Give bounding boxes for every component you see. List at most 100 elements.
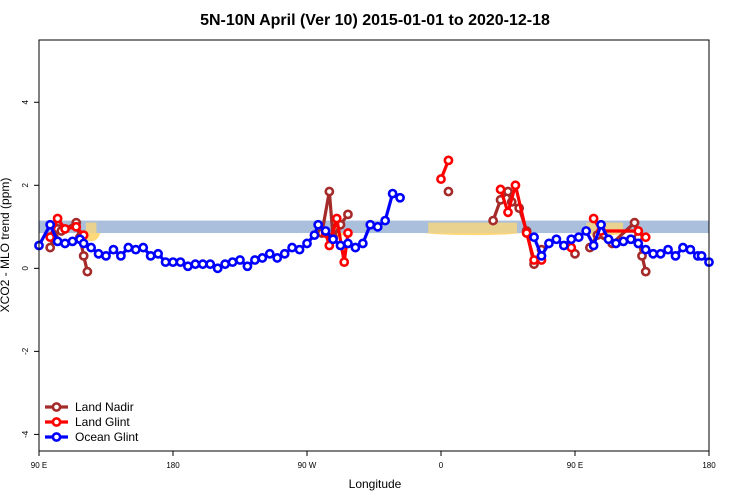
data-point [551,234,562,245]
data-point [640,244,651,255]
data-point [443,186,454,197]
x-tick-label: 180 [702,461,716,470]
data-point [205,259,216,270]
data-point [633,226,644,236]
series-ocean-glint [34,188,714,274]
data-point [588,213,599,224]
data-point [566,234,577,245]
data-point [45,219,56,230]
x-tick-label: 180 [166,461,180,470]
data-point [529,255,539,265]
data-point [581,226,592,236]
data-point [145,250,156,261]
data-point [93,248,104,259]
reference-fill-overlay-2 [428,222,518,234]
data-point [108,244,119,255]
data-point [685,244,696,255]
data-point [343,238,353,249]
data-point [343,228,353,238]
data-point [640,232,651,243]
data-point [670,250,681,261]
data-point [380,215,391,226]
data-point [521,228,532,238]
data-point [138,242,149,253]
data-point [510,180,521,191]
data-point [71,221,82,232]
data-point [86,242,97,253]
reference-fill-overlay-0 [85,222,97,234]
data-point [52,213,63,224]
data-point [350,242,361,253]
data-point [60,223,70,234]
data-point [287,242,298,253]
y-tick-label: -2 [21,347,30,355]
data-point [45,232,56,243]
data-point [357,238,368,249]
data-point [182,261,193,272]
data-point [324,186,335,197]
data-point [264,248,275,259]
legend-label: Ocean Glint [75,430,139,444]
plot-frame [38,39,710,452]
data-point [648,248,659,259]
data-point [212,263,223,274]
data-point [503,186,513,197]
data-point [279,248,290,259]
data-point [52,236,63,247]
data-point [123,242,134,253]
data-point [82,266,93,277]
y-tick-label: -4 [21,430,30,438]
y-tick-label: 2 [21,183,30,188]
y-tick-label: 4 [21,99,30,104]
data-point [588,240,599,251]
data-point [566,242,577,253]
data-point [67,236,78,247]
data-point [175,257,186,268]
data-point [544,238,554,249]
y-tick-label: 0 [21,266,30,271]
data-point [339,257,350,268]
data-point [227,257,238,268]
data-point [220,259,231,270]
data-point [115,250,126,261]
data-point [78,250,89,261]
data-point [443,155,454,166]
legend-marker [51,432,62,442]
legend-label: Land Glint [75,415,130,429]
data-point [678,242,688,253]
legend-marker [51,417,62,427]
data-point [488,215,499,226]
data-point [603,234,614,245]
data-point [596,219,606,230]
data-point [633,238,644,249]
data-point [436,174,446,184]
chart-title: 5N-10N April (Ver 10) 2015-01-01 to 2020… [200,12,550,29]
axes: 90 E 180 90 W 0 90 E 180 -4 -2 0 2 4 [21,99,716,470]
data-point [272,253,283,263]
x-axis-label: Longitude [349,477,402,491]
legend-marker [51,402,62,412]
data-point [302,238,312,249]
data-point [309,230,320,241]
data-point [130,244,141,255]
data-point [625,234,636,245]
data-point [495,184,506,195]
x-tick-label: 90 E [31,461,47,470]
data-point [190,259,201,270]
data-point [320,226,331,236]
data-point [343,209,353,220]
data-point [365,219,376,230]
x-tick-label: 0 [439,461,444,470]
data-point [197,259,208,270]
x-tick-label: 90 E [567,461,583,470]
data-point [331,213,342,224]
x-tick-label: 90 W [298,461,317,470]
data-point [618,236,629,247]
data-point [395,192,405,203]
data-point [529,232,539,243]
data-point [168,257,178,268]
data-point [663,244,673,255]
data-point [328,234,338,245]
